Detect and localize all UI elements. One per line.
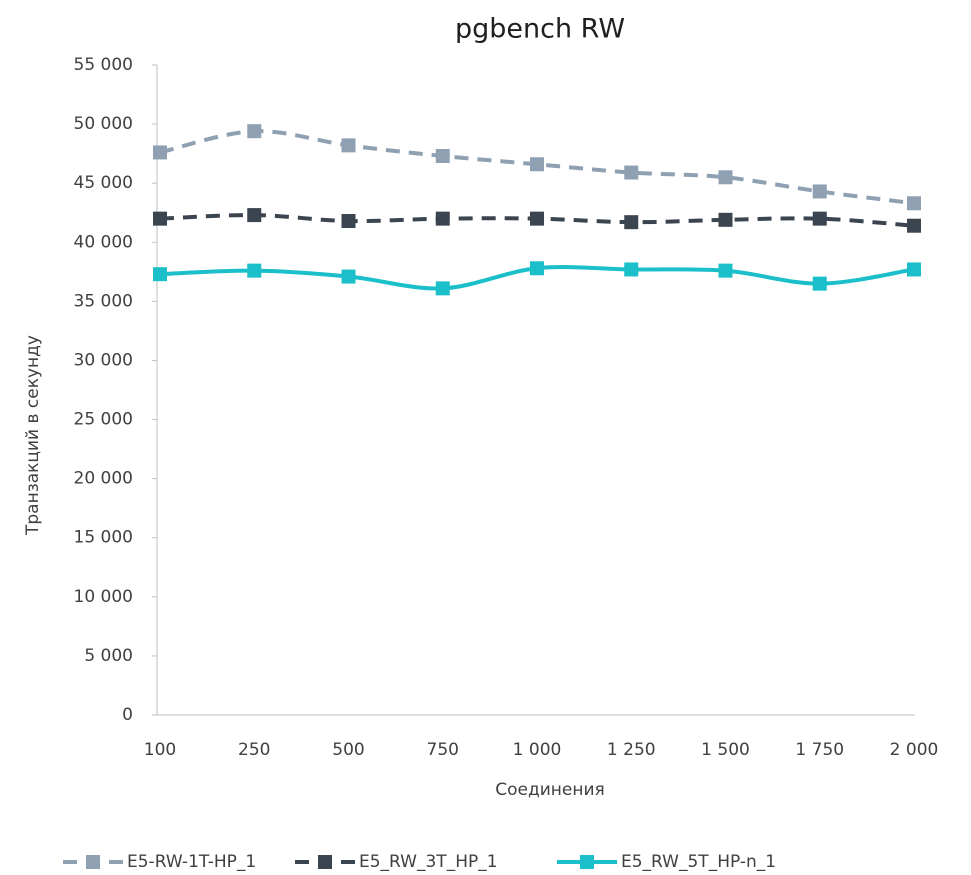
data-point [718, 212, 733, 227]
data-point [530, 261, 544, 276]
data-point [624, 165, 639, 180]
data-point [907, 196, 921, 211]
data-point [435, 281, 450, 296]
data-point [153, 145, 167, 160]
data-point [530, 157, 544, 172]
y-tick-label: 15 000 [74, 528, 133, 548]
x-axis-label: Соединения [495, 780, 605, 800]
y-tick-label: 45 000 [74, 173, 133, 193]
chart-title: pgbench RW [455, 14, 625, 45]
legend-label: E5_RW_5T_HP-n_1 [621, 852, 776, 872]
x-tick-label: 1 000 [513, 740, 562, 760]
data-point [812, 276, 827, 291]
data-point [624, 215, 639, 230]
x-tick-label: 1 250 [607, 740, 656, 760]
y-axis-label: Транзакций в секунду [23, 335, 43, 536]
x-tick-label: 2 000 [890, 740, 939, 760]
x-tick-label: 250 [238, 740, 270, 760]
y-tick-label: 5 000 [84, 646, 133, 666]
legend-marker [318, 855, 332, 869]
data-point [718, 170, 733, 185]
x-tick-label: 1 750 [795, 740, 844, 760]
y-tick-label: 40 000 [74, 232, 133, 252]
data-point [718, 263, 733, 278]
legend-marker [86, 855, 100, 869]
data-point [624, 262, 639, 277]
data-point [341, 269, 356, 284]
legend-marker [580, 855, 594, 869]
data-point [247, 124, 262, 139]
x-tick-label: 750 [427, 740, 459, 760]
legend-label: E5-RW-1T-HP_1 [127, 852, 256, 872]
data-point [812, 211, 827, 226]
data-point [435, 211, 450, 226]
legend-label: E5_RW_3T_HP_1 [359, 852, 498, 872]
data-point [247, 263, 262, 278]
data-point [812, 184, 827, 199]
data-point [247, 208, 262, 223]
data-point [907, 218, 921, 233]
x-tick-label: 500 [332, 740, 364, 760]
y-tick-label: 10 000 [74, 587, 133, 607]
y-tick-label: 35 000 [74, 291, 133, 311]
data-point [153, 211, 167, 226]
data-point [341, 138, 356, 153]
y-tick-label: 0 [122, 705, 133, 725]
y-tick-label: 55 000 [74, 55, 133, 75]
y-tick-label: 20 000 [74, 469, 133, 489]
y-tick-label: 50 000 [74, 114, 133, 134]
y-tick-label: 30 000 [74, 350, 133, 370]
x-tick-label: 1 500 [701, 740, 750, 760]
x-tick-label: 100 [144, 740, 176, 760]
data-point [341, 214, 356, 228]
data-point [907, 262, 921, 277]
data-point [153, 267, 167, 282]
y-tick-label: 25 000 [74, 410, 133, 430]
data-point [530, 211, 544, 226]
data-point [435, 149, 450, 163]
